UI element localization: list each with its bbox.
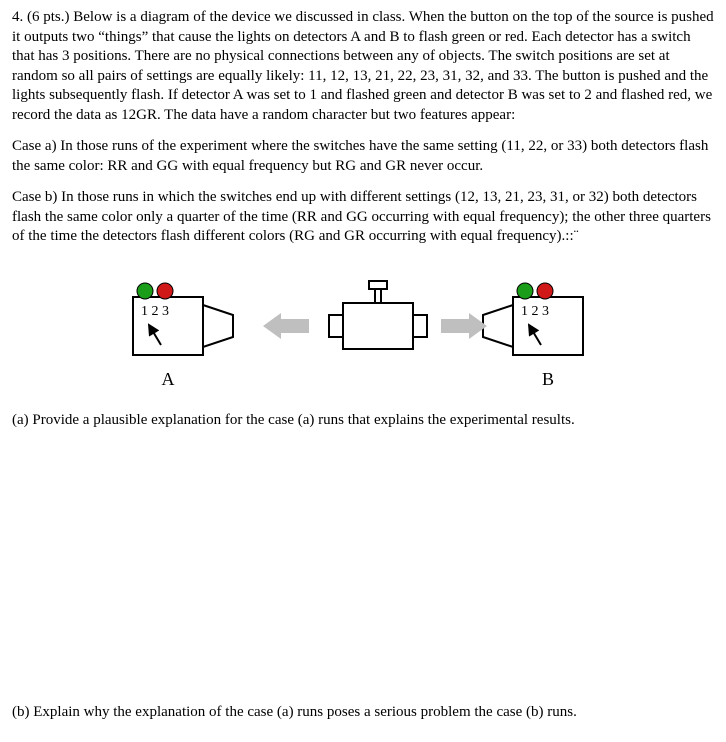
case-a-text: Case a) In those runs of the experiment … (12, 137, 714, 176)
device-diagram-svg: 1 2 3 1 2 3 A B (83, 267, 643, 397)
problem-points: (6 pts.) (27, 9, 70, 25)
problem-intro-text: Below is a diagram of the device we disc… (12, 9, 714, 123)
svg-text:B: B (542, 369, 554, 389)
svg-text:1 2 3: 1 2 3 (141, 304, 169, 319)
case-b-text: Case b) In those runs in which the switc… (12, 188, 714, 247)
subquestion-a: (a) Provide a plausible explanation for … (12, 411, 714, 431)
problem-number: 4. (12, 9, 23, 25)
subquestion-b: (b) Explain why the explanation of the c… (12, 703, 714, 723)
device-diagram: 1 2 3 1 2 3 A B (12, 267, 714, 404)
answer-space-a (12, 443, 714, 703)
svg-text:A: A (162, 369, 175, 389)
svg-text:1 2 3: 1 2 3 (521, 304, 549, 319)
problem-intro: 4. (6 pts.) Below is a diagram of the de… (12, 8, 714, 125)
